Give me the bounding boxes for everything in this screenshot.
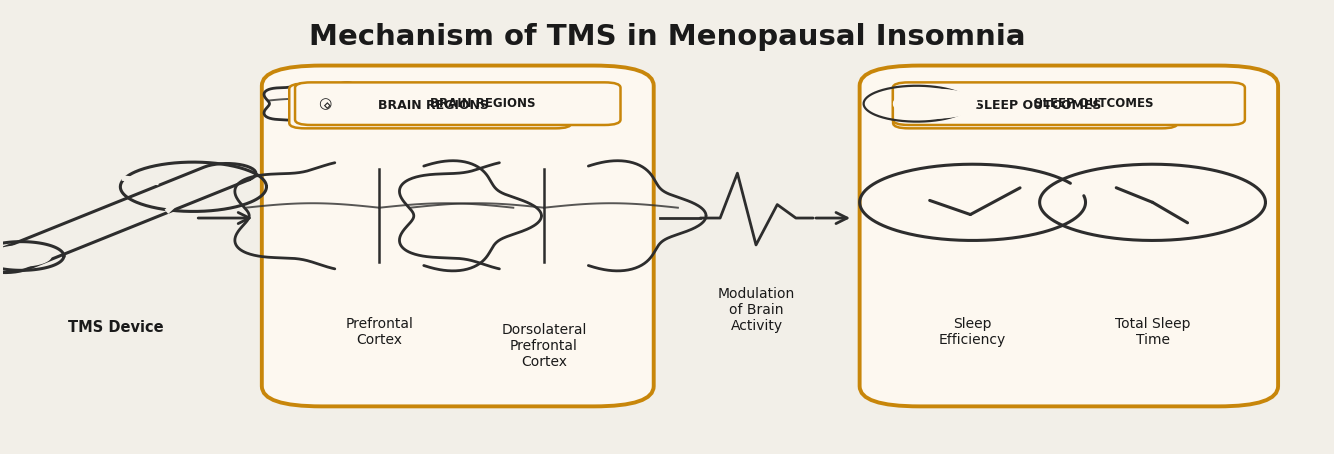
Text: ◔: ◔ <box>915 96 928 111</box>
Text: Modulation
of Brain
Activity: Modulation of Brain Activity <box>718 287 795 333</box>
Text: Dorsolateral
Prefrontal
Cortex: Dorsolateral Prefrontal Cortex <box>502 323 587 369</box>
FancyBboxPatch shape <box>859 65 1278 406</box>
Text: SLEEP OUTCOMES: SLEEP OUTCOMES <box>1034 97 1154 110</box>
Polygon shape <box>894 90 976 118</box>
Text: Total Sleep
Time: Total Sleep Time <box>1115 317 1190 347</box>
Text: ○: ○ <box>317 96 331 111</box>
FancyBboxPatch shape <box>289 84 571 128</box>
Text: ⋄: ⋄ <box>321 99 331 113</box>
Text: ○: ○ <box>924 99 936 113</box>
Text: Mechanism of TMS in Menopausal Insomnia: Mechanism of TMS in Menopausal Insomnia <box>308 23 1026 51</box>
FancyBboxPatch shape <box>261 65 654 406</box>
FancyBboxPatch shape <box>295 82 620 125</box>
Text: TMS Device: TMS Device <box>68 321 164 336</box>
Text: Prefrontal
Cortex: Prefrontal Cortex <box>346 317 414 347</box>
Text: SLEEP OUTCOMES: SLEEP OUTCOMES <box>975 99 1102 113</box>
FancyBboxPatch shape <box>892 84 1178 128</box>
Text: BRAIN REGIONS: BRAIN REGIONS <box>379 99 490 113</box>
Text: Sleep
Efficiency: Sleep Efficiency <box>939 317 1006 347</box>
FancyBboxPatch shape <box>892 82 1245 125</box>
Polygon shape <box>0 246 51 266</box>
Text: BRAIN REGIONS: BRAIN REGIONS <box>431 97 536 110</box>
